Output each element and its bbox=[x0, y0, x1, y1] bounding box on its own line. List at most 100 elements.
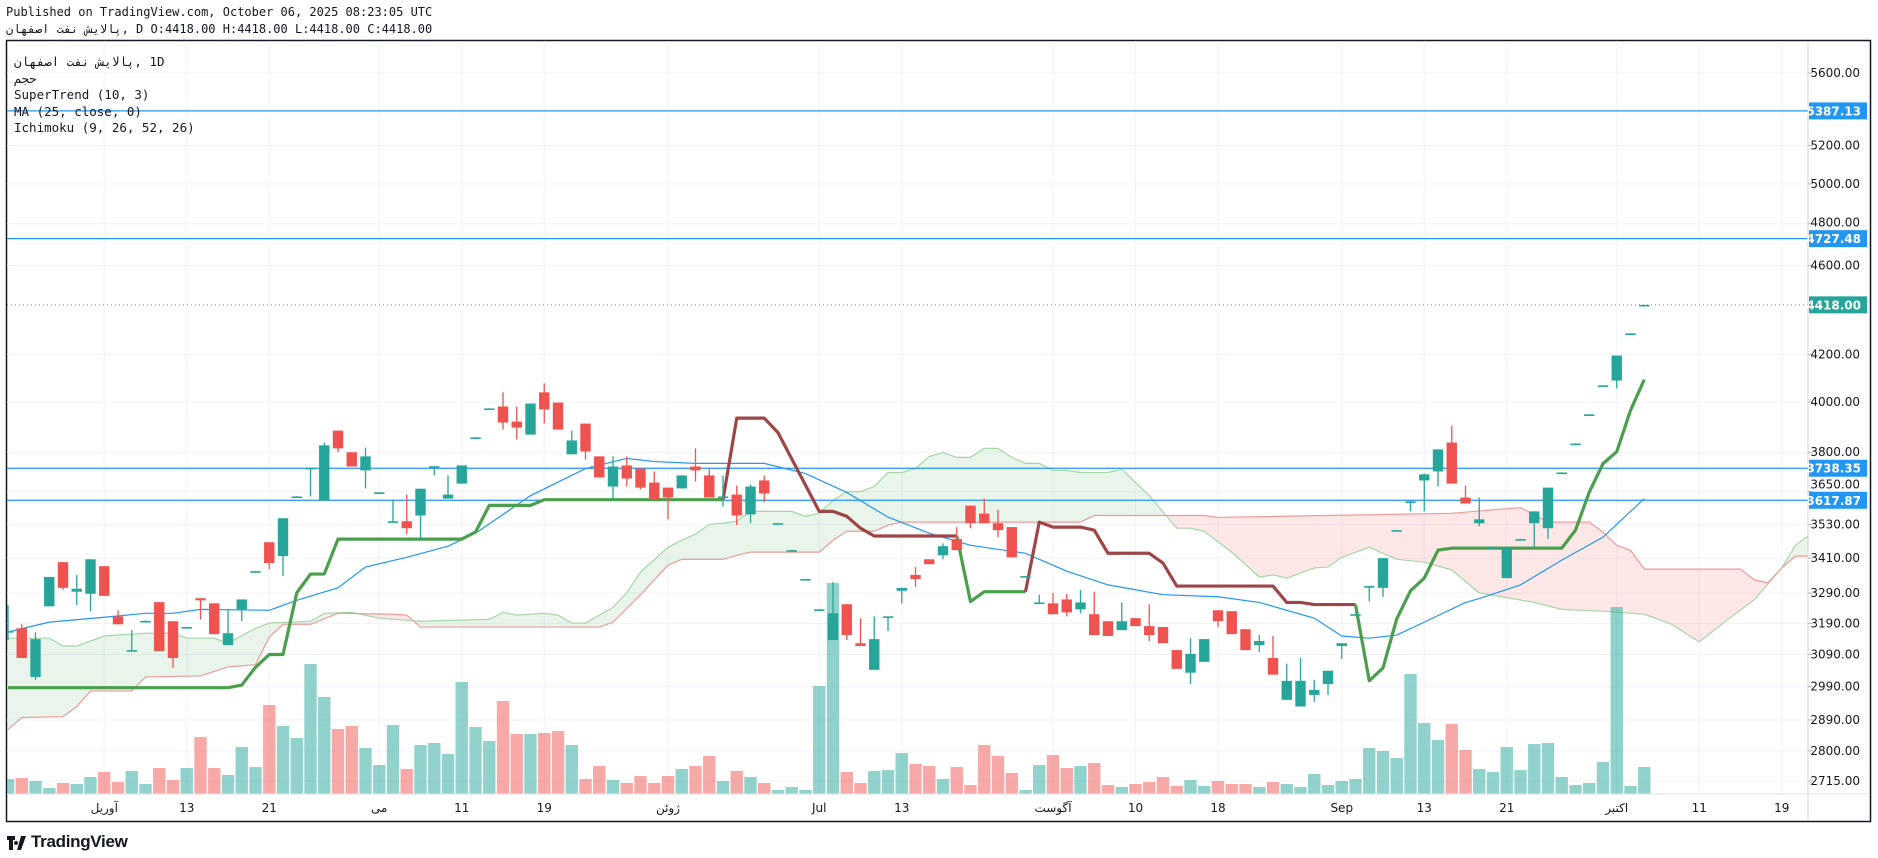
cloud-segment bbox=[1685, 569, 1700, 642]
candle-body bbox=[264, 542, 275, 564]
cloud-segment bbox=[1589, 522, 1603, 612]
volume-bar bbox=[524, 734, 537, 794]
volume-bar bbox=[620, 783, 633, 794]
candle-body bbox=[1075, 602, 1086, 610]
volume-bars bbox=[7, 583, 1651, 794]
time-tick-label: 19 bbox=[537, 801, 552, 815]
volume-bar bbox=[56, 783, 70, 794]
candle-body bbox=[566, 440, 577, 455]
horizontal-lines[interactable] bbox=[7, 110, 1808, 501]
candle bbox=[594, 456, 605, 478]
candle-body bbox=[1199, 639, 1210, 662]
volume-bar bbox=[1363, 748, 1376, 794]
candle bbox=[456, 465, 467, 484]
cloud-segment bbox=[393, 614, 407, 621]
price-tick-label: 2800.00 bbox=[1810, 744, 1860, 758]
legend-volume[interactable]: مجح bbox=[14, 70, 37, 86]
cloud-segment bbox=[8, 638, 22, 730]
legend-supertrend[interactable]: SuperTrend (10, 3) bbox=[14, 87, 150, 102]
volume-bar bbox=[1486, 772, 1500, 794]
volume-bar bbox=[1404, 674, 1417, 794]
price-axis[interactable]: 5600.00 5200.00 5000.00 4800.00 4600.00 4200.… bbox=[1806, 66, 1867, 788]
time-tick-label: 19 bbox=[1774, 801, 1789, 815]
cloud-segment bbox=[1396, 514, 1411, 561]
volume-bar bbox=[386, 725, 400, 794]
volume-bar bbox=[208, 768, 221, 794]
tradingview-logo[interactable]: TradingView bbox=[7, 832, 128, 852]
volume-bar bbox=[263, 705, 276, 794]
volume-bar bbox=[1266, 782, 1280, 794]
candle bbox=[1405, 501, 1416, 512]
candle-body bbox=[1377, 558, 1389, 588]
cloud-segment bbox=[1616, 545, 1631, 614]
candle-body bbox=[319, 445, 330, 501]
volume-bar bbox=[414, 745, 427, 794]
candle bbox=[1419, 473, 1430, 512]
candle bbox=[1364, 585, 1375, 602]
cloud-segment bbox=[1438, 513, 1452, 570]
candle-body bbox=[1130, 618, 1141, 627]
candle-body bbox=[1391, 530, 1402, 532]
chart-frame bbox=[5, 39, 1872, 823]
price-tick-label: 3290.00 bbox=[1810, 586, 1860, 600]
published-caption: Published on TradingView.com, October 06… bbox=[6, 5, 433, 19]
volume-bar bbox=[1074, 766, 1087, 794]
candle bbox=[1570, 443, 1581, 446]
cloud-segment bbox=[1726, 569, 1741, 621]
candle bbox=[442, 475, 454, 499]
candle-body bbox=[1364, 586, 1375, 588]
candle-body bbox=[827, 613, 839, 641]
volume-bar bbox=[991, 756, 1005, 794]
candle-body bbox=[497, 406, 509, 423]
candle-body bbox=[937, 546, 949, 556]
volume-bar bbox=[1376, 751, 1390, 794]
candle-body bbox=[442, 494, 454, 499]
candle bbox=[1474, 497, 1485, 527]
hline-price-label: 3617.87 bbox=[1806, 494, 1861, 508]
candle-body bbox=[1460, 497, 1471, 504]
cloud-segment bbox=[1204, 515, 1218, 542]
volume-bar bbox=[1280, 784, 1293, 794]
volume-bar bbox=[634, 776, 647, 794]
candle-body bbox=[841, 604, 852, 636]
volume-bar bbox=[964, 785, 977, 794]
legend-symbol[interactable]: ناهفصا تفن شیالاپ, 1D bbox=[14, 54, 165, 69]
volume-bar bbox=[1555, 777, 1568, 794]
candle bbox=[30, 632, 41, 680]
legend-ichimoku[interactable]: Ichimoku (9, 26, 52, 26) bbox=[14, 120, 195, 135]
candle-body bbox=[1570, 443, 1581, 446]
supertrend-up-segment bbox=[1353, 378, 1646, 683]
candle-body bbox=[1240, 629, 1251, 651]
cloud-segment bbox=[571, 623, 586, 628]
time-axis[interactable]: آوریل 13 21 می 11 19 ژوئن Jul 13 آگوست 10 18 Sep 13 21… bbox=[91, 800, 1790, 816]
chart-legend: ناهفصا تفن شیالاپ, 1D مجح SuperTrend (10… bbox=[14, 54, 195, 137]
time-tick-label: 18 bbox=[1210, 801, 1225, 815]
candle bbox=[360, 447, 371, 489]
cloud-segment bbox=[118, 634, 132, 691]
volume-bar bbox=[1060, 768, 1073, 794]
legend-ma[interactable]: MA (25, close, 0) bbox=[14, 103, 142, 119]
volume-bar bbox=[1253, 787, 1266, 794]
candle bbox=[1075, 589, 1086, 614]
candle-body bbox=[635, 468, 646, 488]
candle-body bbox=[759, 480, 770, 494]
candle bbox=[566, 430, 577, 455]
time-tick-label: 21 bbox=[1499, 801, 1514, 815]
volume-bar bbox=[166, 780, 180, 794]
volume-bar bbox=[29, 781, 42, 794]
candle-body bbox=[44, 576, 55, 607]
candle bbox=[745, 484, 756, 524]
volume-bar bbox=[703, 756, 716, 794]
candle-body bbox=[1487, 547, 1499, 549]
cloud-segment bbox=[764, 511, 778, 553]
candle bbox=[910, 567, 921, 587]
candle-body bbox=[1515, 539, 1526, 541]
volume-bar bbox=[428, 743, 441, 794]
candle bbox=[827, 581, 839, 641]
volume-bar bbox=[1473, 769, 1486, 794]
volume-bar bbox=[758, 783, 771, 794]
time-tick-label: 10 bbox=[1128, 801, 1143, 815]
candle bbox=[140, 620, 151, 623]
cloud-segment bbox=[1286, 515, 1301, 579]
